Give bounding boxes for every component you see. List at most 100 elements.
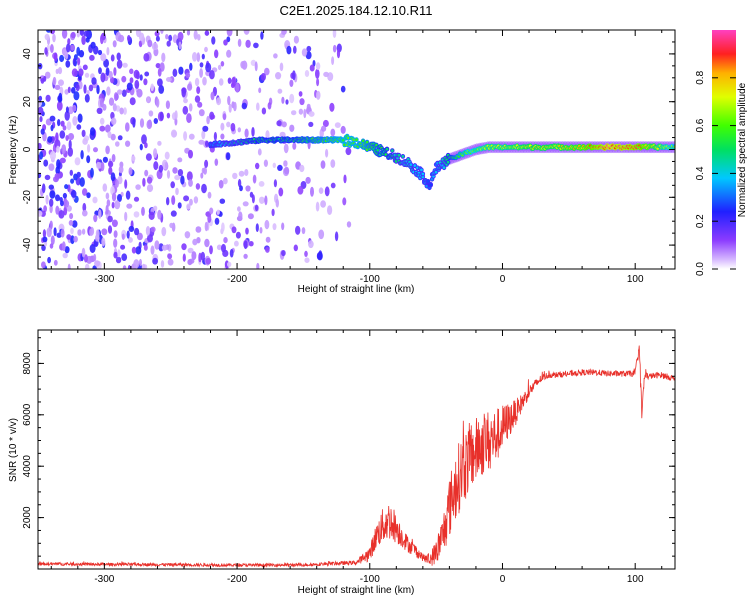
noise-blob bbox=[100, 73, 105, 83]
noise-blob bbox=[92, 197, 97, 204]
noise-blob bbox=[310, 187, 314, 197]
noise-blob bbox=[127, 231, 130, 239]
noise-blob bbox=[36, 211, 42, 217]
noise-blob bbox=[154, 118, 158, 124]
noise-blob bbox=[144, 142, 148, 148]
ridge-point bbox=[422, 173, 425, 176]
noise-blob bbox=[305, 70, 309, 77]
noise-blob bbox=[261, 73, 266, 81]
noise-blob bbox=[335, 122, 341, 128]
noise-blob bbox=[111, 118, 116, 125]
noise-blob bbox=[146, 153, 152, 161]
noise-blob bbox=[223, 39, 228, 45]
noise-blob bbox=[90, 127, 95, 135]
noise-blob bbox=[299, 98, 304, 105]
noise-blob bbox=[166, 197, 169, 205]
x-tick-label: 100 bbox=[627, 274, 644, 285]
noise-blob bbox=[67, 121, 72, 130]
noise-blob bbox=[78, 68, 83, 76]
noise-blob bbox=[206, 258, 211, 265]
noise-blob bbox=[308, 122, 313, 127]
noise-blob bbox=[208, 192, 212, 199]
noise-blob bbox=[175, 110, 178, 120]
noise-blob bbox=[220, 134, 224, 140]
noise-blob bbox=[117, 53, 121, 61]
noise-blob bbox=[65, 135, 68, 141]
noise-blob bbox=[62, 253, 67, 259]
noise-blob bbox=[245, 40, 250, 48]
noise-blob bbox=[68, 264, 71, 273]
noise-blob bbox=[167, 170, 170, 179]
noise-blob bbox=[86, 192, 90, 198]
noise-blob bbox=[108, 131, 112, 138]
ridge-point bbox=[386, 148, 389, 151]
noise-blob bbox=[119, 108, 123, 115]
noise-blob bbox=[175, 188, 179, 195]
noise-blob bbox=[46, 195, 49, 205]
noise-blob bbox=[122, 63, 127, 68]
noise-blob bbox=[235, 83, 239, 93]
colorbar-tick-label: 0.0 bbox=[695, 262, 706, 276]
noise-blob bbox=[327, 205, 332, 215]
noise-blob bbox=[244, 240, 248, 249]
snr-line bbox=[38, 346, 675, 567]
noise-blob bbox=[167, 113, 170, 119]
noise-blob bbox=[219, 78, 224, 86]
noise-blob bbox=[183, 131, 187, 141]
noise-blob bbox=[259, 181, 265, 187]
noise-blob bbox=[55, 206, 59, 215]
noise-blob bbox=[330, 159, 335, 168]
noise-blob bbox=[205, 222, 208, 232]
noise-blob bbox=[124, 179, 127, 189]
noise-blob bbox=[323, 72, 329, 77]
noise-blob bbox=[278, 89, 283, 94]
noise-blob bbox=[189, 134, 195, 140]
noise-blob bbox=[87, 144, 90, 153]
noise-blob bbox=[54, 227, 57, 236]
noise-blob bbox=[259, 197, 265, 204]
noise-blob bbox=[113, 239, 117, 248]
noise-blob bbox=[149, 212, 155, 220]
noise-blob bbox=[157, 78, 163, 86]
noise-blob bbox=[126, 204, 132, 209]
noise-blob bbox=[43, 76, 46, 82]
noise-blob bbox=[129, 167, 133, 175]
noise-blob bbox=[294, 36, 299, 44]
noise-blob bbox=[214, 132, 217, 141]
noise-blob bbox=[321, 126, 326, 132]
noise-blob bbox=[54, 260, 58, 266]
noise-blob bbox=[307, 104, 311, 111]
noise-blob bbox=[192, 52, 197, 62]
noise-blob bbox=[256, 223, 259, 232]
noise-blob bbox=[183, 106, 189, 115]
noise-blob bbox=[204, 47, 208, 52]
noise-blob bbox=[121, 76, 126, 83]
noise-blob bbox=[240, 61, 245, 69]
noise-blob bbox=[83, 65, 88, 71]
noise-blob bbox=[333, 45, 337, 53]
spectrogram-y-label: Frequency (Hz) bbox=[8, 116, 19, 185]
noise-blob bbox=[134, 228, 139, 235]
noise-blob bbox=[107, 216, 113, 223]
noise-blob bbox=[183, 195, 189, 201]
noise-blob bbox=[243, 254, 247, 259]
noise-blob bbox=[227, 262, 231, 267]
noise-blob bbox=[209, 70, 215, 79]
noise-blob bbox=[304, 251, 308, 257]
noise-blob bbox=[100, 35, 104, 45]
noise-blob bbox=[265, 247, 270, 253]
noise-blob bbox=[120, 245, 125, 250]
noise-blob bbox=[50, 116, 56, 122]
noise-blob bbox=[76, 47, 80, 56]
noise-blob bbox=[276, 120, 281, 126]
noise-blob bbox=[82, 210, 88, 217]
noise-blob bbox=[337, 49, 340, 58]
noise-blob bbox=[238, 127, 241, 132]
noise-blob bbox=[219, 180, 224, 189]
y-tick-label: 2000 bbox=[22, 506, 33, 529]
noise-blob bbox=[97, 108, 103, 114]
noise-blob bbox=[316, 62, 320, 70]
noise-blob bbox=[76, 124, 81, 130]
noise-blob bbox=[135, 246, 141, 254]
x-tick-label: 0 bbox=[500, 574, 506, 585]
